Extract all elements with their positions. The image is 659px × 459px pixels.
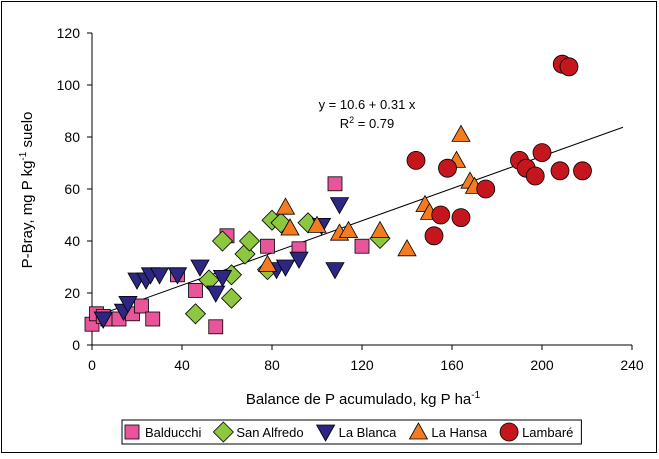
data-point <box>424 226 444 246</box>
data-point <box>208 319 224 335</box>
data-point <box>329 197 350 215</box>
data-point <box>431 205 451 225</box>
data-point <box>438 158 457 178</box>
x-tick-label: 240 <box>620 357 644 373</box>
x-tick-label: 0 <box>88 357 96 373</box>
data-points <box>84 54 592 335</box>
data-point <box>275 197 296 215</box>
legend-label: Lambaré <box>522 425 573 440</box>
y-tick-label: 120 <box>57 25 81 41</box>
y-tick-label: 40 <box>64 233 80 249</box>
y-axis-label-pre: P-Bray, mg P kg <box>19 161 36 269</box>
legend-label: La Hansa <box>431 425 487 440</box>
data-point <box>338 220 359 239</box>
data-point <box>145 311 161 327</box>
x-axis-label-sup: -1 <box>471 390 480 401</box>
y-tick-label: 80 <box>64 129 80 145</box>
x-tick-label: 80 <box>264 357 280 373</box>
data-point <box>451 124 471 142</box>
legend-marker <box>408 422 429 440</box>
y-tick-label: 0 <box>72 337 80 353</box>
series-circle <box>406 54 592 246</box>
legend: Balducchi San Alfredo La Blanca La Hansa Lam… <box>121 419 582 445</box>
data-point <box>118 295 138 314</box>
x-tick-label: 200 <box>530 357 554 373</box>
y-tick-label: 60 <box>64 181 80 197</box>
legend-item: La Blanca <box>315 424 398 442</box>
data-point <box>190 259 210 277</box>
y-axis-label-post: suelo <box>19 112 36 152</box>
data-point <box>550 161 570 181</box>
data-point <box>307 215 327 233</box>
y-axis-label: P-Bray, mg P kg-1 suelo <box>18 112 36 269</box>
data-point <box>289 251 309 270</box>
r2-superscript: 2 <box>349 115 354 125</box>
data-point <box>220 287 243 309</box>
data-point <box>354 238 370 254</box>
data-point <box>275 259 296 277</box>
tick-labels: 0 40 80 120 160 200 240 0 20 40 60 80 100 120 <box>57 25 644 373</box>
data-point <box>327 176 343 192</box>
data-point <box>476 179 496 199</box>
legend-item: La Hansa <box>408 422 488 440</box>
r2-value: = 0.79 <box>354 116 394 131</box>
data-point <box>212 269 233 288</box>
legend-marker <box>212 421 234 443</box>
axes <box>87 32 633 350</box>
legend-marker <box>499 422 519 442</box>
data-point <box>451 208 471 228</box>
x-tick-label: 160 <box>440 357 464 373</box>
y-tick-label: 100 <box>57 77 81 93</box>
data-point <box>325 262 345 280</box>
data-point <box>257 254 278 272</box>
y-axis-label-sup: -1 <box>18 151 29 160</box>
legend-item: Lambaré <box>499 422 573 442</box>
r-squared-label: R2 = 0.79 <box>340 115 395 131</box>
x-axis-label: Balance de P acumulado, kg P ha-1 <box>246 390 481 408</box>
data-point <box>149 267 170 285</box>
data-point <box>397 238 417 257</box>
x-axis-label-main: Balance de P acumulado, kg P ha <box>246 391 472 408</box>
legend-marker <box>124 424 140 440</box>
legend-label: Balducchi <box>145 425 201 440</box>
equation-label: y = 10.6 + 0.31 x <box>319 97 416 112</box>
data-point <box>573 161 592 181</box>
data-point <box>211 230 234 252</box>
data-point <box>525 166 545 186</box>
x-tick-label: 120 <box>350 357 374 373</box>
x-tick-label: 40 <box>174 357 190 373</box>
legend-label: La Blanca <box>339 425 398 440</box>
data-point <box>188 282 203 298</box>
legend-item: Balducchi <box>124 424 201 440</box>
data-point <box>532 143 552 163</box>
data-point <box>370 220 390 239</box>
data-point <box>134 298 149 314</box>
data-point <box>238 230 261 252</box>
data-point <box>260 238 275 254</box>
data-point <box>184 303 207 325</box>
data-point <box>93 311 113 329</box>
legend-item: San Alfredo <box>212 421 304 443</box>
data-point <box>559 57 579 77</box>
r2-prefix: R <box>340 116 349 131</box>
series-triangle-up <box>257 124 485 272</box>
data-point <box>167 267 188 285</box>
y-tick-label: 20 <box>64 285 80 301</box>
data-point <box>406 150 426 170</box>
data-point <box>280 218 300 236</box>
legend-marker <box>315 424 336 442</box>
data-point <box>206 285 226 303</box>
legend-label: San Alfredo <box>236 425 303 440</box>
